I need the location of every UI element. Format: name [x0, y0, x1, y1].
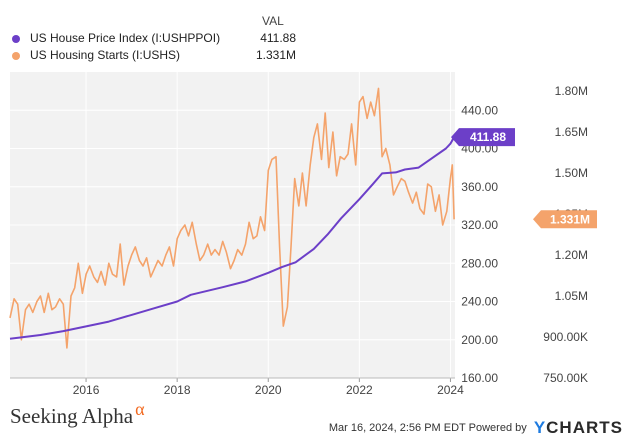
y-left-tick-label: 200.00	[461, 333, 498, 347]
value-tag-housing-starts	[533, 210, 597, 229]
line-chart: 160.00200.00240.00280.00320.00360.00400.…	[9, 72, 597, 397]
ycharts-logo-y: Y	[533, 418, 547, 437]
legend-dot-housing-starts	[12, 52, 20, 60]
legend-value-header: VAL	[262, 14, 284, 28]
series-line-housing-starts	[9, 87, 455, 349]
alpha-icon: α	[135, 399, 145, 419]
powered-by-label: Powered by	[468, 422, 527, 434]
legend-dot-house-price-index	[12, 35, 20, 43]
y-right-tick-label: 1.05M	[555, 289, 588, 303]
y-right-tick-label: 750.00K	[543, 371, 588, 385]
y-left-tick-label: 320.00	[461, 218, 498, 232]
y-right-tick-label: 1.65M	[555, 125, 588, 139]
y-right-tick-label: 900.00K	[543, 330, 588, 344]
series-line-house-price-index	[9, 136, 455, 340]
x-tick-label: 2024	[437, 383, 464, 397]
x-tick-label: 2022	[346, 383, 373, 397]
legend-value: 411.88	[260, 31, 296, 45]
y-right-tick-label: 1.80M	[555, 84, 588, 98]
value-tag-label: 411.88	[470, 130, 506, 144]
y-left-tick-label: 280.00	[461, 256, 498, 270]
footer-credit: Mar 16, 2024, 2:56 PM EDT Powered by YCH…	[328, 416, 623, 437]
ycharts-logo-text: CHARTS	[546, 418, 623, 437]
x-tick-label: 2020	[255, 383, 282, 397]
legend-value: 1.331M	[255, 48, 296, 62]
value-tag-house-price-index	[451, 128, 515, 147]
seeking-alpha-logo: Seeking Alpha α	[10, 399, 145, 429]
y-left-tick-label: 360.00	[461, 180, 498, 194]
legend-label: US Housing Starts (I:USHS)	[30, 48, 181, 62]
y-right-tick-label: 1.20M	[555, 248, 588, 262]
y-left-tick-label: 160.00	[461, 371, 498, 385]
value-tag-label: 1.331M	[550, 212, 590, 226]
y-left-tick-label: 440.00	[461, 103, 498, 117]
timestamp: Mar 16, 2024, 2:56 PM EDT	[328, 422, 466, 434]
logo-text: Seeking Alpha	[10, 404, 134, 428]
x-tick-label: 2018	[164, 383, 191, 397]
legend: VAL US House Price Index (I:USHPPOI) 411…	[0, 0, 635, 70]
x-tick-label: 2016	[73, 383, 100, 397]
ycharts-logo[interactable]: YCHARTS	[534, 418, 623, 437]
y-right-tick-label: 1.50M	[555, 166, 588, 180]
legend-label: US House Price Index (I:USHPPOI)	[30, 31, 221, 45]
y-left-tick-label: 240.00	[461, 295, 498, 309]
